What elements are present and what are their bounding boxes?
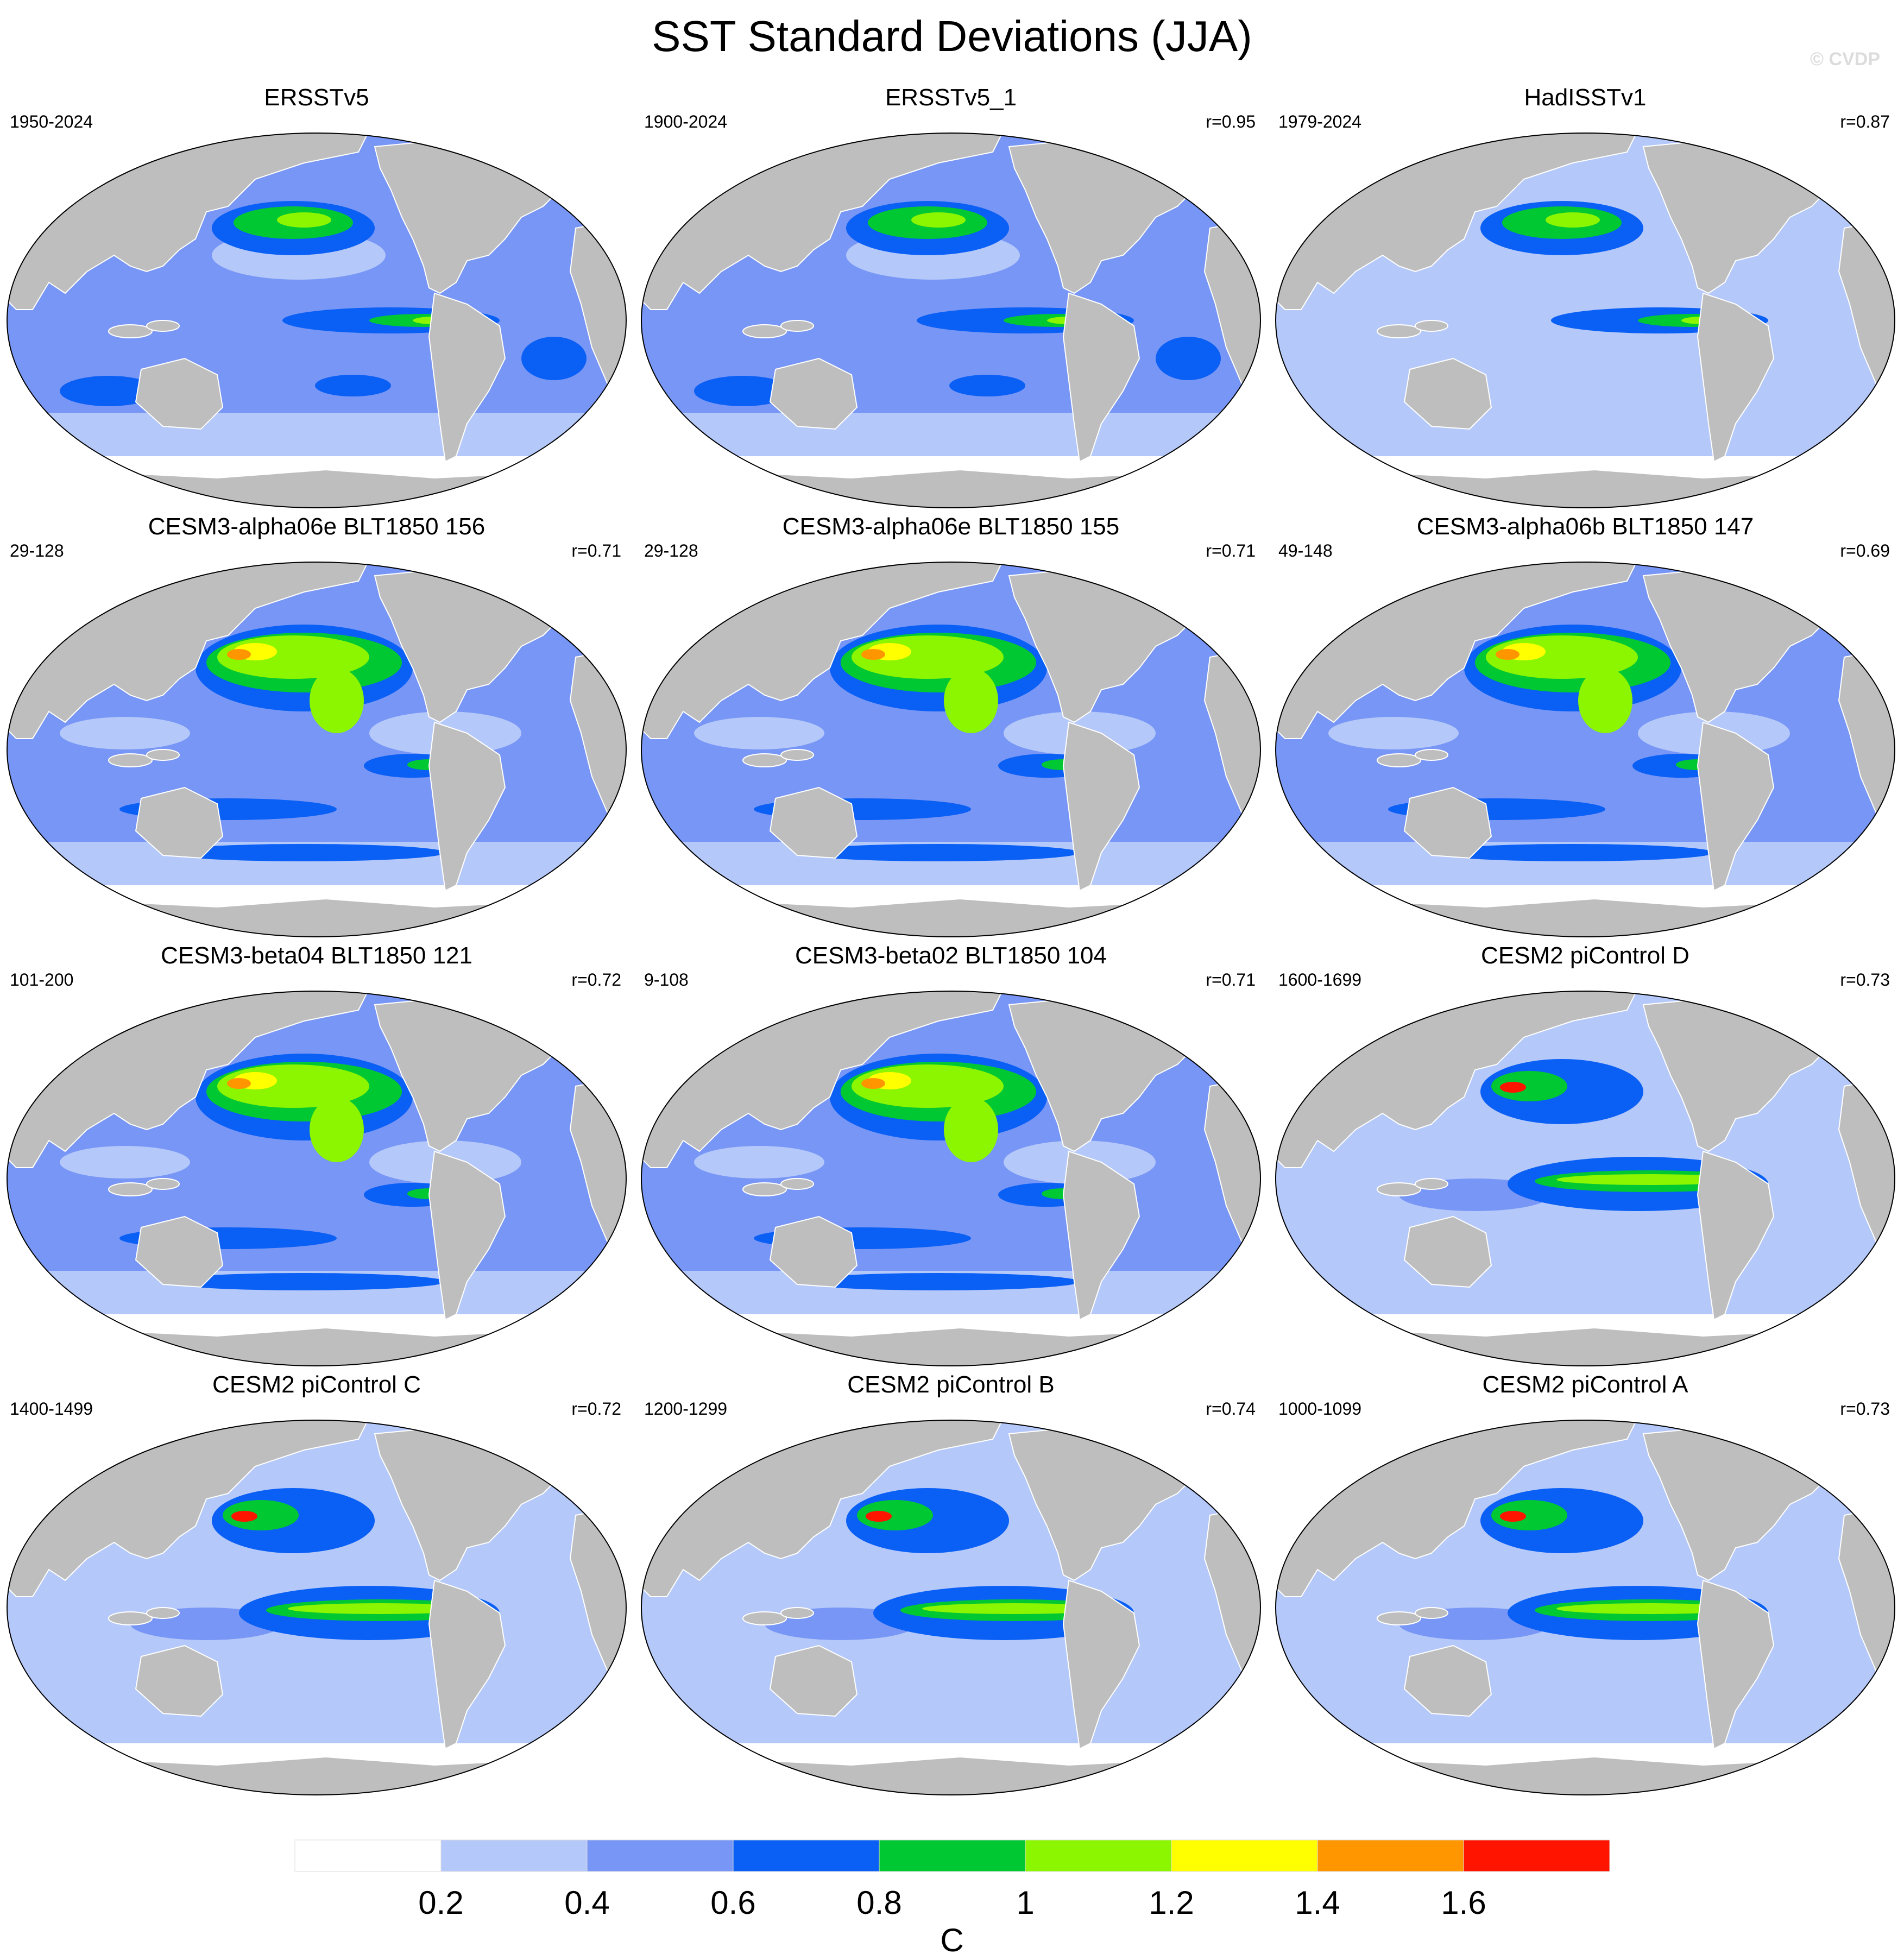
panel-years: 1200-1299: [644, 1399, 728, 1419]
panel-years: 101-200: [10, 970, 74, 990]
pattern-correlation: r=0.69: [1840, 541, 1890, 560]
colorbar-unit-label: C: [940, 1922, 964, 1958]
world-map: [641, 562, 1261, 937]
cvdp-watermark: © CVDP: [1810, 49, 1880, 70]
panel-title: CESM3-beta04 BLT1850 121: [161, 942, 472, 969]
pattern-correlation: r=0.71: [1206, 541, 1256, 560]
pattern-correlation: r=0.73: [1840, 970, 1890, 990]
world-map: [1275, 1420, 1895, 1795]
colorbar-swatch: [587, 1839, 734, 1872]
colorbar-tick-label: 1.2: [1149, 1885, 1194, 1921]
panel-title: HadISSTv1: [1524, 84, 1647, 111]
panel-years: 9-108: [644, 970, 689, 990]
map-panel: CESM2 piControl A 1000-1099 r=0.73: [1269, 1369, 1902, 1798]
colorbar-tick-label: 1.4: [1295, 1885, 1340, 1921]
pattern-correlation: r=0.95: [1206, 112, 1256, 131]
figure-title: SST Standard Deviations (JJA): [652, 12, 1252, 60]
pattern-correlation: r=0.74: [1206, 1399, 1256, 1419]
panel-title: CESM3-alpha06e BLT1850 156: [148, 513, 486, 540]
colorbar-tick-label: 1: [1016, 1885, 1034, 1921]
colorbar-tick-label: 0.4: [564, 1885, 609, 1921]
colorbar-swatch: [1025, 1839, 1172, 1872]
pattern-correlation: r=0.87: [1840, 112, 1890, 131]
panel-title: CESM2 piControl B: [847, 1371, 1055, 1398]
world-map: [1275, 562, 1895, 937]
map-panel: CESM3-alpha06e BLT1850 156 29-128 r=0.71: [0, 511, 633, 940]
world-map: [7, 562, 627, 937]
pattern-correlation: r=0.73: [1840, 1399, 1890, 1419]
panel-title: CESM3-alpha06b BLT1850 147: [1416, 513, 1754, 540]
panel-years: 29-128: [10, 541, 64, 560]
map-panel: CESM3-alpha06b BLT1850 147 49-148 r=0.69: [1269, 511, 1902, 940]
panel-title: CESM2 piControl C: [212, 1371, 421, 1398]
panel-years: 29-128: [644, 541, 698, 560]
panel-title: CESM3-alpha06e BLT1850 155: [782, 513, 1120, 540]
colorbar-swatch: [1171, 1839, 1318, 1872]
map-panel: CESM3-beta04 BLT1850 121 101-200 r=0.72: [0, 940, 633, 1369]
world-map: [1275, 133, 1895, 508]
colorbar-tick-label: 0.2: [418, 1885, 463, 1921]
panel-years: 49-148: [1278, 541, 1333, 560]
map-panel: CESM2 piControl C 1400-1499 r=0.72: [0, 1369, 633, 1798]
pattern-correlation: r=0.72: [571, 1399, 621, 1419]
world-map: [641, 1420, 1261, 1795]
world-map: [7, 991, 627, 1366]
map-panel: ERSSTv5_1 1900-2024 r=0.95: [634, 81, 1268, 511]
colorbar-swatch: [294, 1839, 442, 1872]
panel-years: 1900-2024: [644, 112, 728, 131]
colorbar-swatch: [1317, 1839, 1464, 1872]
panel-title: CESM3-beta02 BLT1850 104: [795, 942, 1107, 969]
colorbar-tick-label: 0.6: [710, 1885, 755, 1921]
world-map: [1275, 991, 1895, 1366]
colorbar-swatch: [733, 1839, 880, 1872]
pattern-correlation: r=0.71: [571, 541, 621, 560]
pattern-correlation: r=0.71: [1206, 970, 1256, 990]
panel-title: CESM2 piControl D: [1481, 942, 1689, 969]
panel-title: ERSSTv5_1: [885, 84, 1017, 111]
colorbar-tick-label: 0.8: [856, 1885, 901, 1921]
world-map: [7, 1420, 627, 1795]
pattern-correlation: r=0.72: [571, 970, 621, 990]
world-map: [641, 133, 1261, 508]
colorbar-swatch: [1463, 1839, 1610, 1872]
panel-years: 1950-2024: [10, 112, 93, 131]
panel-title: ERSSTv5: [264, 84, 369, 111]
panel-years: 1000-1099: [1278, 1399, 1362, 1419]
world-map: [7, 133, 627, 508]
panel-title: CESM2 piControl A: [1482, 1371, 1688, 1398]
map-panel: CESM3-alpha06e BLT1850 155 29-128 r=0.71: [634, 511, 1268, 940]
colorbar-tick-label: 1.6: [1441, 1885, 1486, 1921]
map-panel: ERSSTv5 1950-2024: [0, 81, 633, 511]
map-panel: CESM3-beta02 BLT1850 104 9-108 r=0.71: [634, 940, 1268, 1369]
map-panel: CESM2 piControl B 1200-1299 r=0.74: [634, 1369, 1268, 1798]
panel-years: 1979-2024: [1278, 112, 1362, 131]
panel-years: 1400-1499: [10, 1399, 93, 1419]
world-map: [641, 991, 1261, 1366]
map-panel: CESM2 piControl D 1600-1699 r=0.73: [1269, 940, 1902, 1369]
panel-years: 1600-1699: [1278, 970, 1362, 990]
colorbar-swatch: [440, 1839, 588, 1872]
colorbar-swatch: [879, 1839, 1026, 1872]
map-panel: HadISSTv1 1979-2024 r=0.87: [1269, 81, 1902, 511]
